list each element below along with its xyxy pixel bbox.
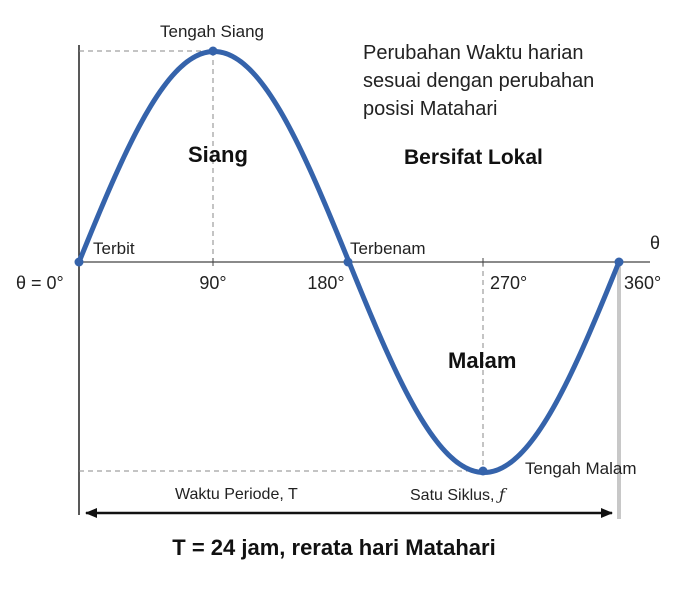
tick-label-90: 90° bbox=[199, 273, 226, 293]
summary-label: T = 24 jam, rerata hari Matahari bbox=[172, 535, 495, 560]
origin-label: θ = 0° bbox=[16, 273, 64, 293]
day-label: Siang bbox=[188, 142, 248, 167]
cycle-label-text: Satu Siklus, bbox=[410, 487, 499, 504]
theta-axis-label: θ bbox=[650, 233, 660, 253]
sunrise-label: Terbit bbox=[93, 239, 135, 258]
sunrise-point bbox=[74, 257, 84, 267]
tick-label-180: 180° bbox=[307, 273, 344, 293]
cycle-end-point bbox=[614, 257, 624, 267]
night-label: Malam bbox=[448, 348, 516, 373]
period-label: Waktu Periode, T bbox=[175, 486, 298, 503]
sunset-label: Terbenam bbox=[350, 239, 426, 258]
sunset-point bbox=[343, 257, 353, 267]
noon-label: Tengah Siang bbox=[160, 22, 264, 41]
noon-point bbox=[208, 46, 218, 56]
description-line-3: posisi Matahari bbox=[363, 98, 498, 120]
cycle-label: Satu Siklus, ƒ bbox=[410, 485, 508, 504]
tick-label-360: 360° bbox=[624, 273, 661, 293]
description-line-2: sesuai dengan perubahan bbox=[363, 70, 594, 92]
midnight-label: Tengah Malam bbox=[525, 459, 637, 478]
description-line-1: Perubahan Waktu harian bbox=[363, 42, 584, 64]
local-label: Bersifat Lokal bbox=[404, 146, 543, 169]
midnight-point bbox=[478, 466, 488, 476]
tick-label-270: 270° bbox=[490, 273, 527, 293]
